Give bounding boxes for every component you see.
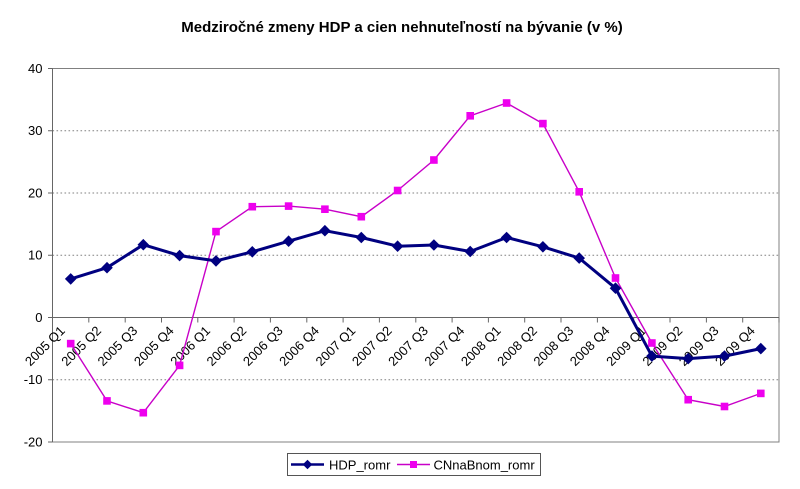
svg-text:20: 20 bbox=[28, 185, 42, 200]
svg-text:40: 40 bbox=[28, 61, 42, 76]
svg-text:-10: -10 bbox=[24, 372, 43, 387]
svg-text:Medziročné zmeny HDP a cien ne: Medziročné zmeny HDP a cien nehnuteľnost… bbox=[181, 19, 622, 36]
svg-text:HDP_romr: HDP_romr bbox=[329, 457, 391, 472]
svg-text:0: 0 bbox=[35, 310, 42, 325]
svg-text:CNnaBnom_romr: CNnaBnom_romr bbox=[434, 457, 536, 472]
svg-text:-20: -20 bbox=[24, 434, 43, 449]
svg-text:30: 30 bbox=[28, 123, 42, 138]
svg-text:10: 10 bbox=[28, 248, 42, 263]
